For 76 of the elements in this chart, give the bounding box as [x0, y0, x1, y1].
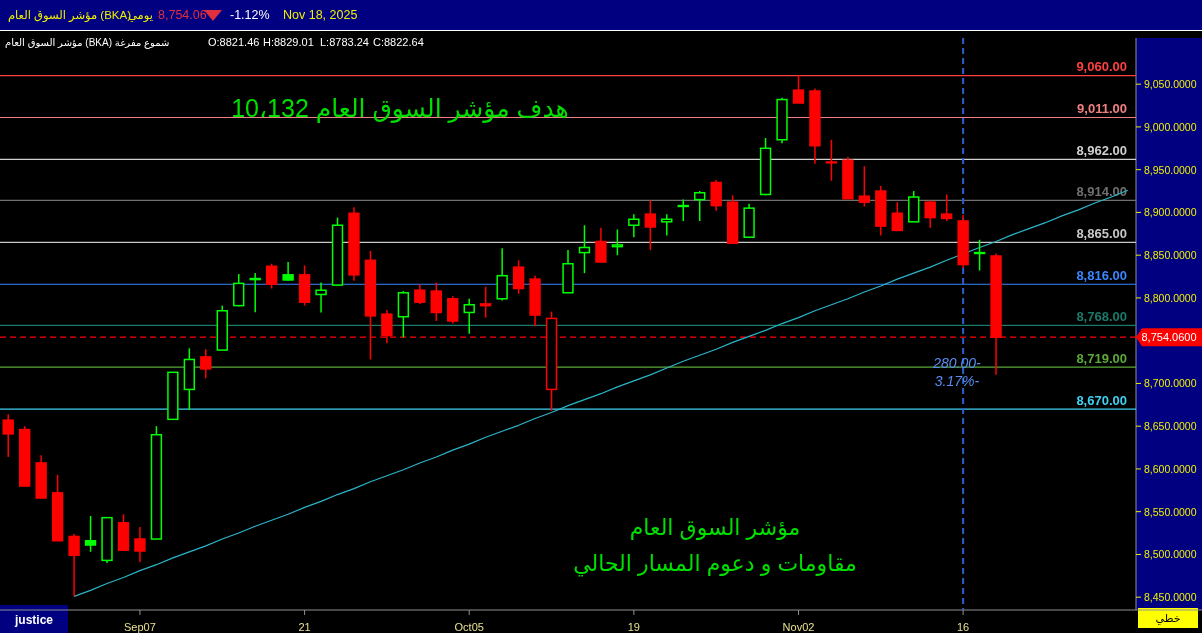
candlestick: [825, 139, 838, 182]
candlestick: [282, 261, 294, 282]
candlestick: [661, 213, 673, 237]
annotation: C:8822.64: [373, 36, 424, 48]
candlestick: [644, 199, 657, 251]
candlestick: [447, 295, 459, 325]
ref-line-label: 8,865.00: [1076, 225, 1127, 241]
ref-line-label: 8,816.00: [1076, 267, 1127, 283]
text: 8,754.06: [158, 8, 207, 22]
text: خطي: [1155, 612, 1181, 625]
y-tick-label: 8,650.0000: [1144, 420, 1197, 433]
annotation: هدف مؤشر السوق العام 10،132: [231, 94, 569, 123]
y-tick-label: 8,600.0000: [1144, 462, 1197, 475]
y-tick-label: 8,850.0000: [1144, 249, 1197, 262]
candlestick: [710, 179, 722, 212]
candlestick: [430, 281, 442, 322]
annotation: H:8829.01: [263, 36, 314, 48]
candlestick: [940, 193, 953, 222]
candlestick: [68, 533, 80, 598]
y-tick-label: 8,900.0000: [1144, 206, 1197, 219]
candlestick: [233, 273, 245, 308]
text: justice: [13, 613, 54, 627]
y-tick-label: 9,050.0000: [1144, 78, 1197, 91]
candlestick: [858, 165, 871, 208]
y-tick-label: 8,800.0000: [1144, 291, 1197, 304]
candlestick: [315, 281, 327, 314]
text: -1.12%: [230, 8, 270, 22]
x-tick-label: Sep07: [124, 621, 156, 633]
ref-line-label: 8,962.00: [1076, 142, 1127, 158]
candlestick: [512, 259, 525, 295]
x-tick-label: 19: [627, 621, 640, 633]
candlestick: [414, 283, 426, 305]
candlestick: [397, 290, 410, 338]
annotation: مؤشر السوق العام (BKA) شموع مفرغة: [5, 36, 170, 49]
candlestick: [2, 413, 14, 458]
candlestick: [200, 348, 212, 380]
ref-line-label: 8,914.00: [1076, 183, 1127, 199]
annotation: مؤشر السوق العام: [629, 514, 801, 540]
candlestick: [84, 515, 97, 553]
ref-line-label: 8,768.00: [1076, 308, 1127, 324]
y-tick-label: 9,000.0000: [1144, 120, 1197, 133]
annotation: L:8783.24: [320, 36, 369, 48]
annotation: 3.17%-: [934, 373, 980, 389]
candlestick: [265, 262, 278, 290]
candlestick: [694, 190, 706, 222]
ref-line-label: 8,754.0600: [1141, 331, 1197, 344]
ref-line-label: 9,011.00: [1077, 101, 1127, 117]
x-tick-label: Oct05: [454, 621, 484, 633]
y-tick-label: 8,700.0000: [1144, 377, 1197, 390]
candlestick: [578, 224, 591, 274]
candlestick: [628, 213, 640, 238]
text: Nov 18, 2025: [283, 8, 358, 22]
candlestick: [792, 74, 805, 104]
x-tick-label: Nov02: [782, 621, 815, 633]
ref-line-label: 9,060.00: [1076, 59, 1127, 75]
y-tick-label: 8,500.0000: [1144, 548, 1197, 561]
candlestick: [924, 199, 936, 229]
y-tick-label: 8,450.0000: [1144, 591, 1197, 604]
ref-line-label: 8,719.00: [1076, 350, 1127, 366]
line-series: [73, 189, 1129, 597]
y-tick-label: 8,550.0000: [1144, 505, 1197, 518]
y-tick-label: 8,950.0000: [1144, 163, 1197, 176]
candlestick: [134, 526, 146, 563]
candlestick: [496, 247, 508, 302]
candlestick: [463, 298, 475, 335]
annotation: مقاومات و دعوم المسار الحالي: [573, 550, 857, 577]
candlestick: [595, 227, 607, 263]
candlestick: [611, 228, 624, 256]
annotation: 280.00-: [932, 355, 982, 371]
x-tick-label: 21: [298, 621, 311, 633]
candlestick: [479, 286, 492, 319]
x-tick-label: 16: [957, 621, 970, 633]
ref-line-label: 8,670.00: [1076, 392, 1127, 408]
annotation: O:8821.46: [208, 36, 260, 48]
candlestick: [249, 272, 261, 313]
candlestick: [891, 201, 903, 232]
